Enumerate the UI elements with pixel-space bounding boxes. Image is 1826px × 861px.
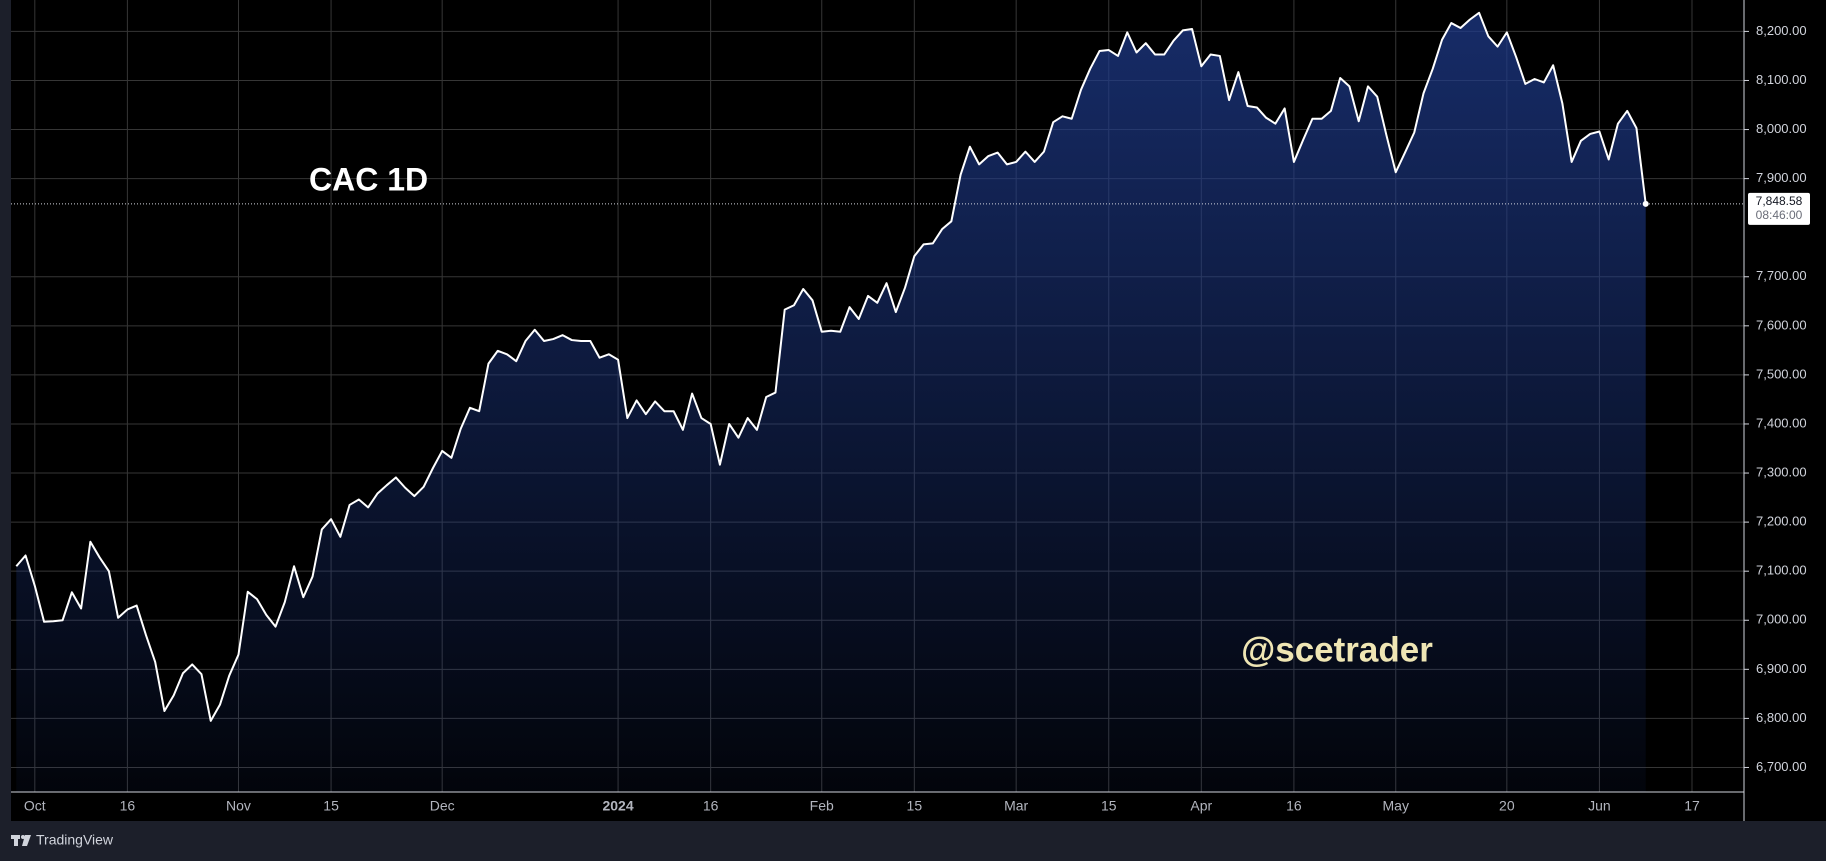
x-tick-label: Nov [226,798,251,814]
x-tick-label: Feb [810,798,834,814]
x-tick-label: May [1383,798,1409,814]
logo-part [22,835,31,846]
brand-name: TradingView [36,832,114,848]
price-line [15,11,1647,722]
footer-bar [0,821,1826,861]
x-tick-label: 17 [1684,798,1700,814]
y-tick-label: 7,400.00 [1756,415,1807,430]
left-strip [0,0,11,821]
x-tick-label: 15 [323,798,339,814]
y-tick-label: 7,000.00 [1756,612,1807,627]
chart-title: CAC 1D [309,161,428,197]
y-tick-label: 6,900.00 [1756,661,1807,676]
y-tick-label: 7,900.00 [1756,170,1807,185]
y-tick-label: 8,000.00 [1756,121,1807,136]
axis-labels: 6,700.00 6,800.00 6,900.00 7,000.00 7,100.00… [24,23,1810,814]
x-tick-label: 15 [1101,798,1117,814]
y-tick-label: 7,700.00 [1756,268,1807,283]
area-fill [16,12,1646,792]
y-tick-label: 8,100.00 [1756,72,1807,87]
last-price-box [1748,192,1810,225]
y-tick-label: 7,300.00 [1756,464,1807,479]
x-tick-label: Oct [24,798,46,814]
logo-part [14,835,18,846]
watermark: @scetrader [1241,630,1433,669]
y-tick-label: 7,100.00 [1756,563,1807,578]
countdown: 08:46:00 [1756,208,1803,222]
y-tick-label: 8,200.00 [1756,23,1807,38]
plot [11,11,1744,792]
y-tick-label: 6,700.00 [1756,759,1807,774]
x-tick-label: 20 [1499,798,1515,814]
x-tick-label: 16 [703,798,719,814]
y-tick-label: 7,600.00 [1756,317,1807,332]
last-price-label: 7,848.58 [1756,194,1803,208]
y-tick-label: 6,800.00 [1756,710,1807,725]
x-tick-label: 15 [907,798,923,814]
last-point [1642,200,1649,207]
x-tick-label: Jun [1588,798,1611,814]
logo-part [21,835,25,839]
x-tick-label: 16 [1286,798,1302,814]
x-tick-label: Apr [1190,798,1212,814]
brand-logo [11,835,31,846]
y-tick-label: 7,500.00 [1756,366,1807,381]
y-tick-label: 7,200.00 [1756,514,1807,529]
x-tick-label: Dec [430,798,455,814]
x-tick-label: 2024 [602,798,633,814]
x-tick-label: Mar [1004,798,1028,814]
x-tick-label: 16 [120,798,136,814]
